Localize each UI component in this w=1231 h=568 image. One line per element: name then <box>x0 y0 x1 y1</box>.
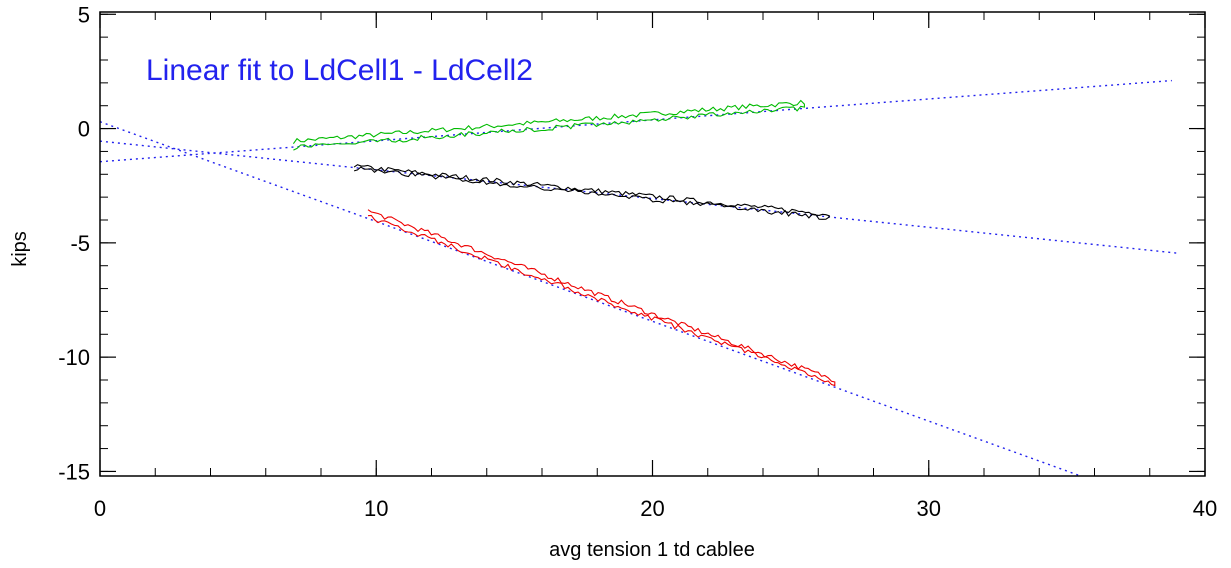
fit-line-2 <box>99 140 1178 254</box>
x-tick-label: 20 <box>640 496 664 521</box>
y-tick-label: -10 <box>58 345 90 370</box>
x-tick-label: 30 <box>917 496 941 521</box>
series-loop-3 <box>367 209 836 387</box>
annotation-text: Linear fit to LdCell1 - LdCell2 <box>146 54 533 87</box>
series-layer <box>292 99 836 387</box>
fit-lines-layer <box>99 79 1178 477</box>
y-axis-title: kips <box>9 231 31 267</box>
y-tick-label: -5 <box>70 231 90 256</box>
y-tick-label: -15 <box>58 459 90 484</box>
y-tick-label: 0 <box>78 117 90 142</box>
x-axis-title: avg tension 1 td cablee <box>549 539 755 561</box>
series-loop-1 <box>292 99 805 151</box>
fit-line-1 <box>99 79 1172 163</box>
x-tick-label: 0 <box>94 496 106 521</box>
x-tick-label: 10 <box>364 496 388 521</box>
x-tick-label: 40 <box>1193 496 1217 521</box>
y-tick-label: 5 <box>78 2 90 27</box>
series-loop-2 <box>353 164 830 220</box>
